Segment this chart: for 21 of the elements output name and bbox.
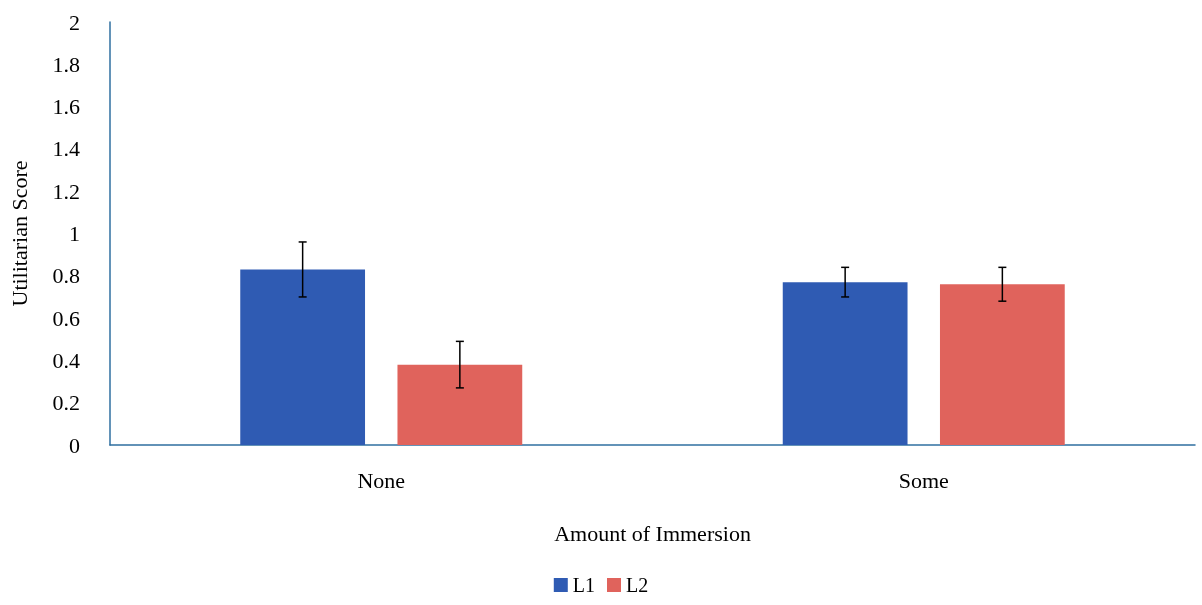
- bar: [939, 284, 1065, 445]
- bar: [782, 282, 908, 445]
- x-axis-title: Amount of Immersion: [554, 520, 751, 546]
- x-tick-label: Some: [898, 467, 949, 493]
- y-tick-label: 0.8: [52, 263, 80, 289]
- y-tick-label: 0.6: [52, 305, 80, 331]
- y-tick-label: 1.6: [52, 94, 80, 120]
- bar: [397, 364, 523, 445]
- y-axis-title: Utilitarian Score: [6, 160, 32, 307]
- legend-label: L1: [572, 574, 595, 596]
- x-tick-label: None: [357, 467, 406, 493]
- y-tick-label: 0.2: [52, 390, 80, 416]
- y-tick-label: 0: [69, 432, 80, 458]
- y-tick-label: 1.8: [52, 51, 80, 77]
- y-tick-label: 0.4: [52, 347, 80, 373]
- y-tick-label: 1: [69, 221, 80, 246]
- y-tick-label: 1.2: [52, 178, 80, 204]
- bar: [240, 269, 366, 445]
- legend-label: L2: [626, 574, 649, 596]
- y-tick-label: 2: [69, 9, 80, 35]
- y-tick-label: 1.4: [52, 136, 80, 162]
